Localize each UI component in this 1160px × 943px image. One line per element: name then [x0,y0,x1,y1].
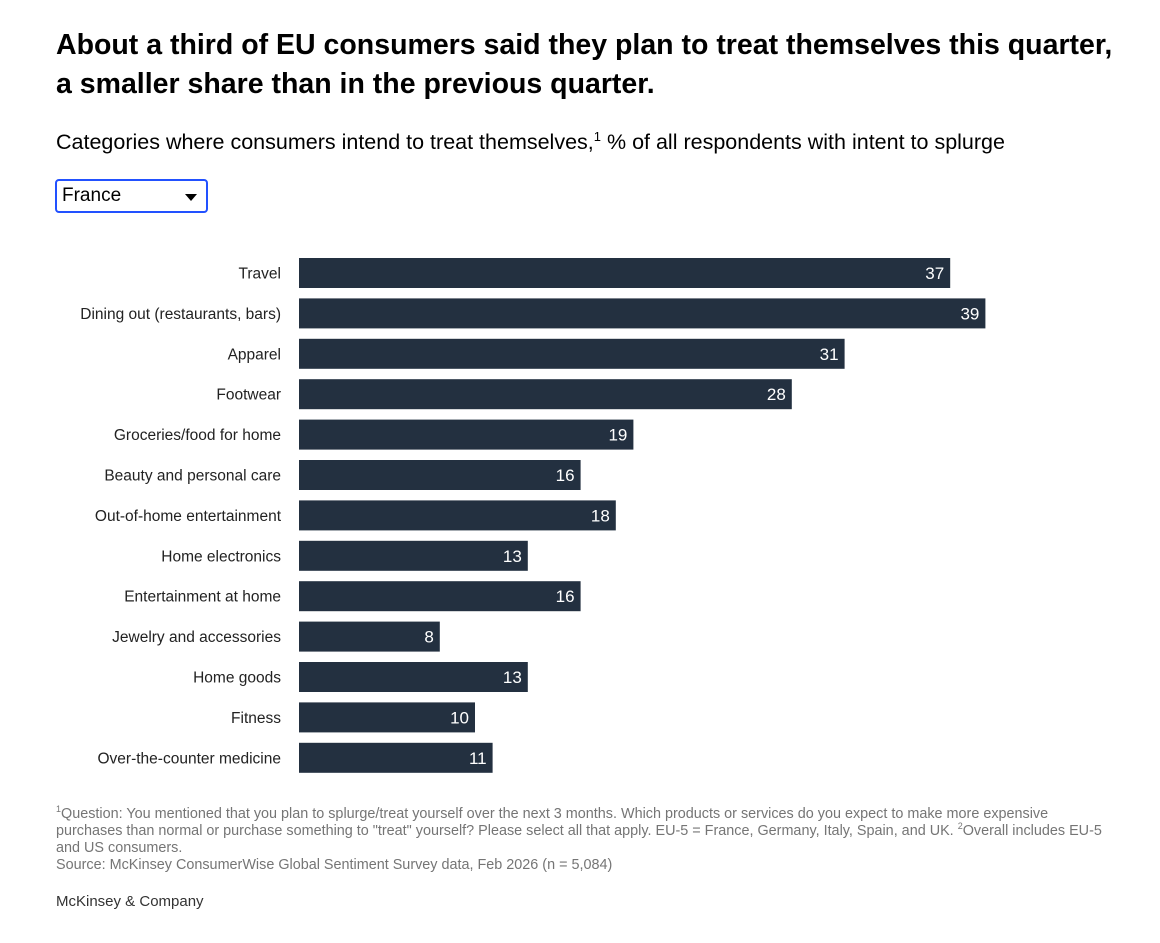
category-label: Over-the-counter medicine [98,750,282,767]
footnote-ref-2: 2 [957,821,963,832]
category-label: Out-of-home entertainment [95,508,282,525]
chart-subtitle: Categories where consumers intend to tre… [56,127,1146,157]
footnote: 1Question: You mentioned that you plan t… [56,804,1116,857]
category-label: Beauty and personal care [104,468,281,485]
category-label: Dining out (restaurants, bars) [80,306,281,323]
footnote-text-2: Overall includes EU-5 and US consumers. [56,823,1102,856]
footnote-ref-1: 1 [56,804,62,815]
category-label: Fitness [231,710,281,727]
subtitle-unit: % of all respondents with intent to splu… [601,130,1005,154]
bar[interactable] [299,742,493,773]
bar-value-label: 8 [424,628,433,647]
category-label: Apparel [228,346,281,363]
category-label: Groceries/food for home [114,427,281,444]
subtitle-footnote-ref: 1 [593,128,601,144]
bar[interactable] [299,500,616,531]
category-label: Travel [239,266,282,283]
bar-value-label: 10 [450,708,469,727]
bar-value-label: 19 [608,426,627,445]
bar[interactable] [299,298,986,329]
bar-value-label: 13 [503,668,522,687]
country-select[interactable]: France [55,179,208,213]
bar[interactable] [299,460,581,490]
bar[interactable] [299,621,440,652]
bar-value-label: 39 [960,304,979,323]
bar-value-label: 13 [503,547,522,566]
country-select-value: France [62,185,122,206]
bar[interactable] [299,379,792,410]
bar-chart: Travel 37 Dining out (restaurants, bars) 39… [80,258,986,773]
bar[interactable] [299,419,634,450]
bar[interactable] [299,540,528,571]
bar-value-label: 31 [820,345,839,364]
bar-value-label: 28 [767,385,786,404]
bar-value-label: 18 [591,506,610,525]
subtitle-text: Categories where consumers intend to tre… [56,130,594,154]
bar-value-label: 16 [556,587,575,606]
bar-value-label: 37 [925,264,944,283]
chart-title: About a third of EU consumers said they … [56,29,1113,100]
category-label: Jewelry and accessories [112,629,281,646]
bar[interactable] [299,702,475,733]
bar[interactable] [299,662,528,692]
footnote-text-1: Question: You mentioned that you plan to… [56,806,1049,839]
category-label: Footwear [216,387,281,404]
category-label: Entertainment at home [124,589,281,606]
bar-value-label: 16 [556,466,575,485]
caret-down-icon [185,194,197,201]
bar[interactable] [299,581,581,612]
category-label: Home goods [193,670,281,687]
brand-logo-text: McKinsey & Company [56,893,204,910]
source-note: Source: McKinsey ConsumerWise Global Sen… [56,857,613,873]
bar[interactable] [299,258,951,288]
category-label: Home electronics [161,548,281,565]
bar[interactable] [299,338,845,369]
bar-value-label: 11 [469,749,487,768]
